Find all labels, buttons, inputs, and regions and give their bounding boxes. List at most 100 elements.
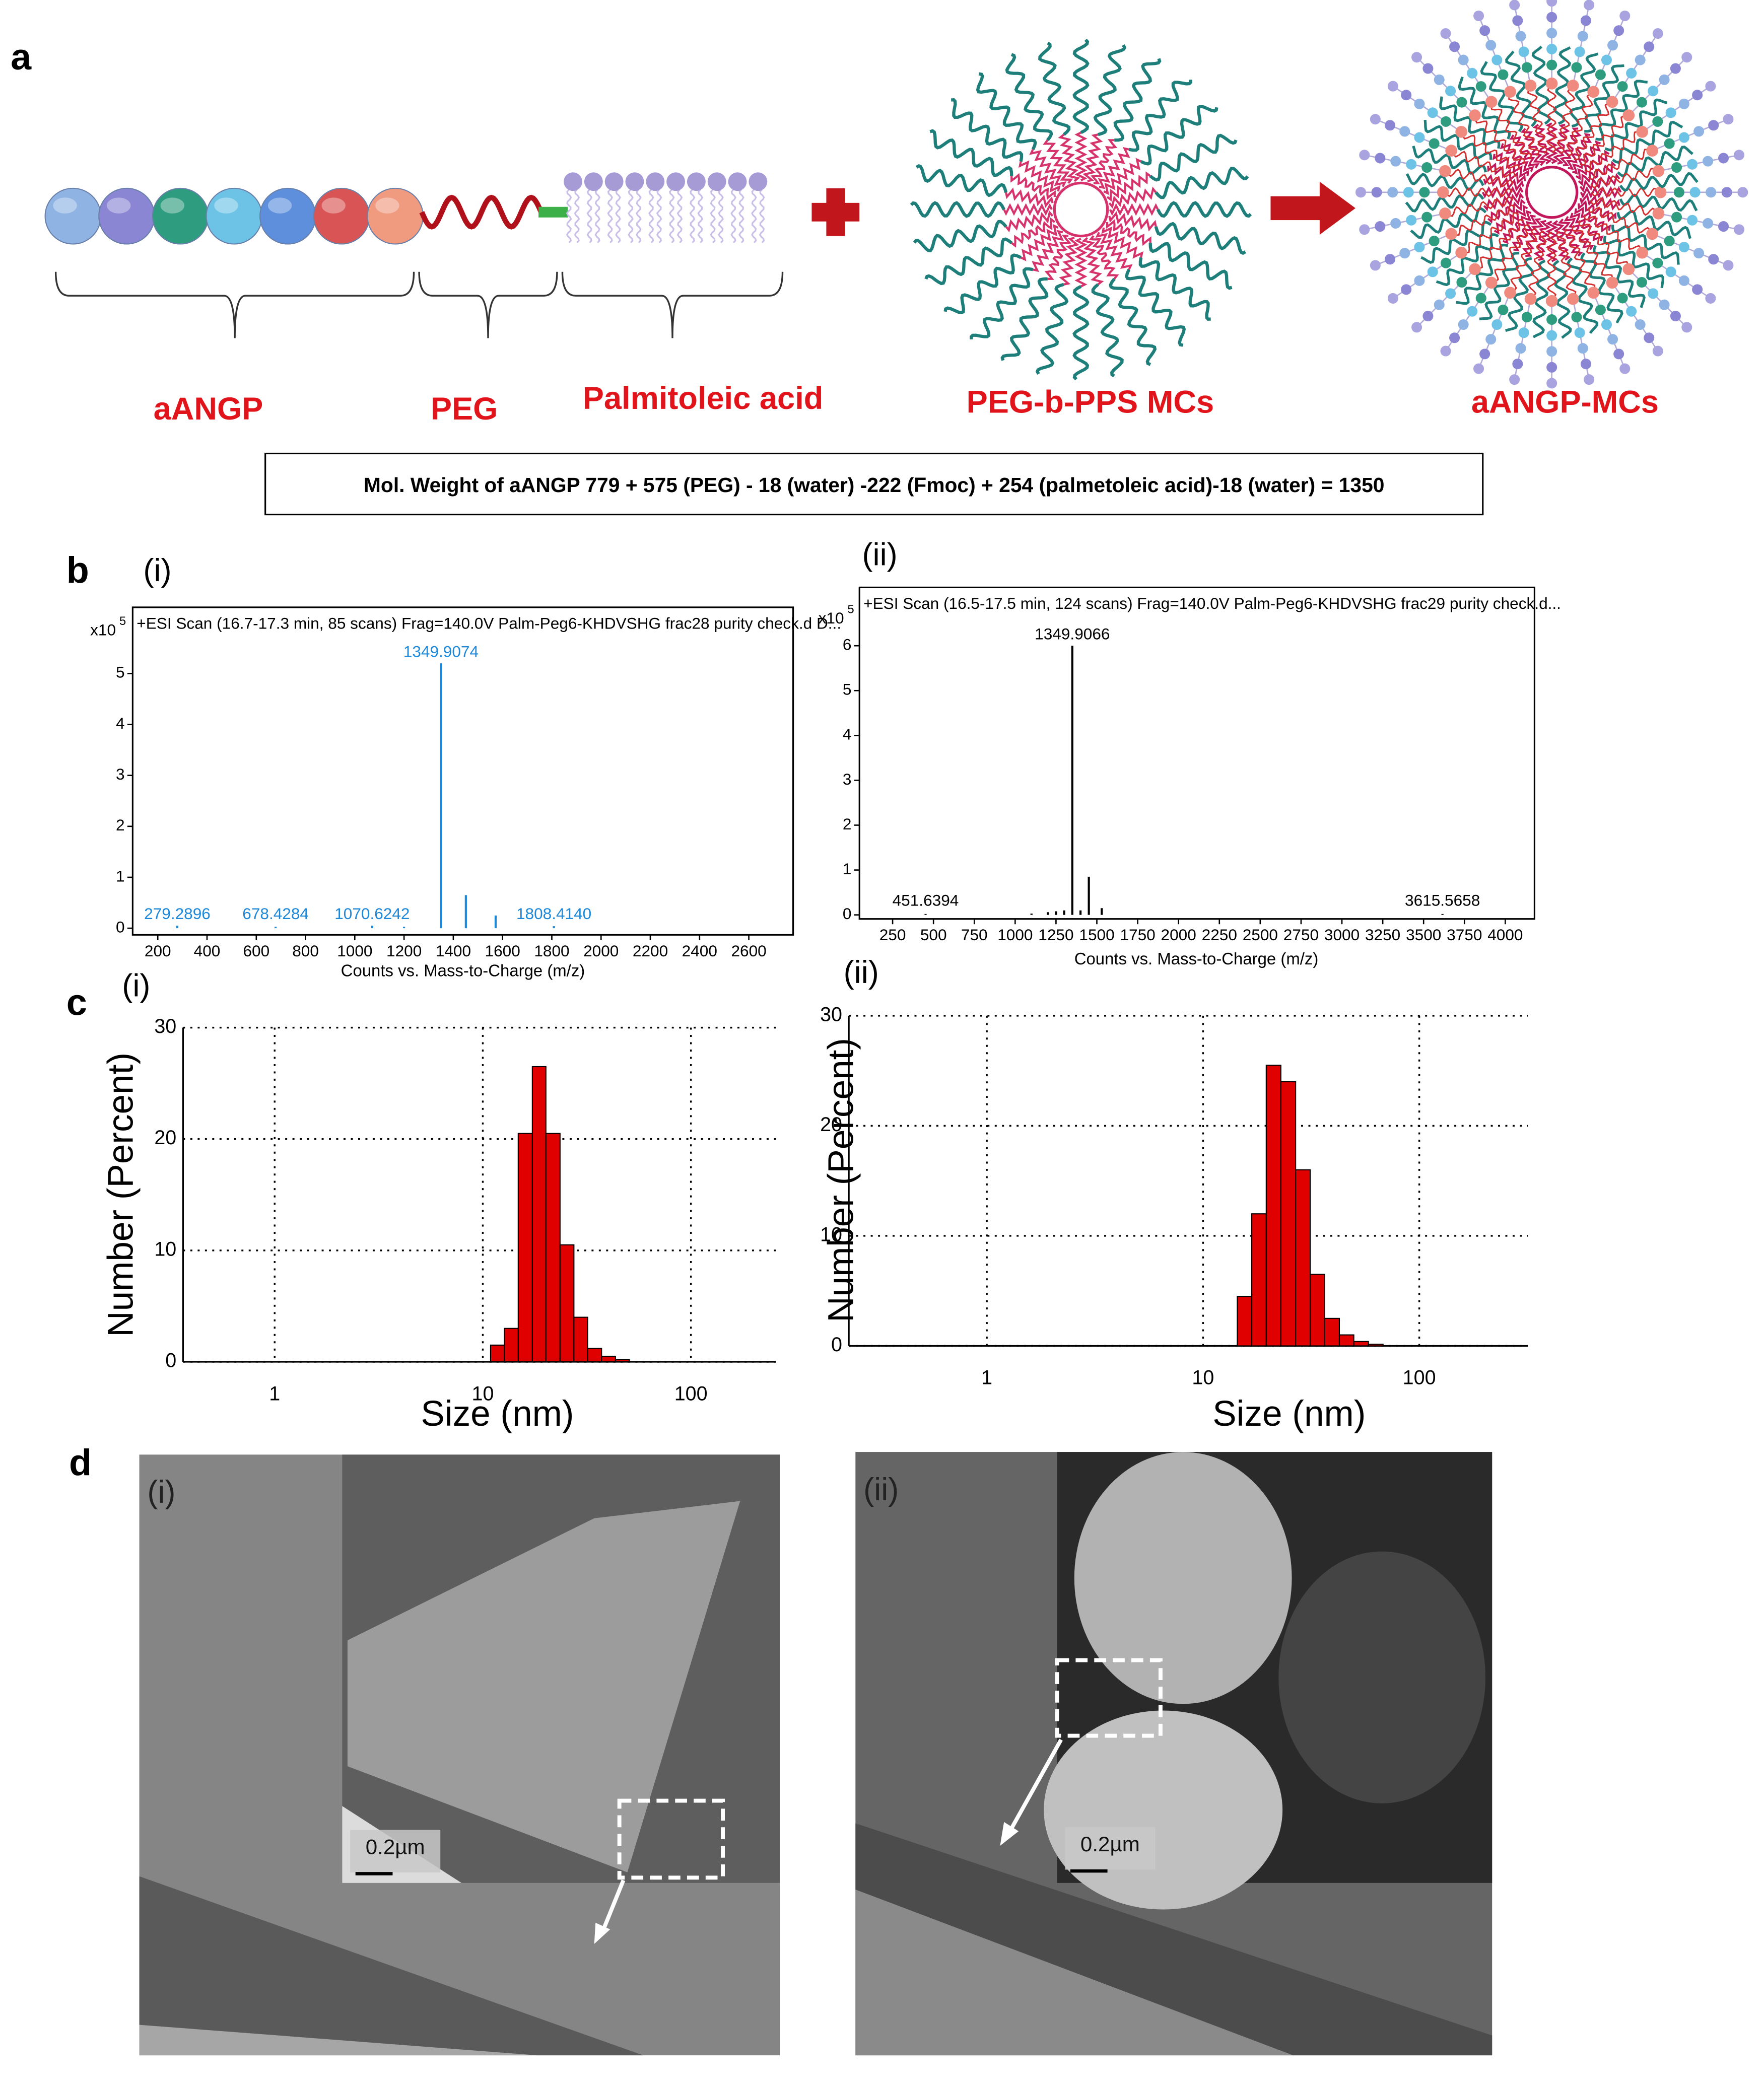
arrow-head — [1319, 181, 1355, 235]
peptide-bead — [1636, 246, 1649, 259]
amino-acid-bead — [44, 187, 102, 245]
peptide-bead — [1440, 345, 1451, 357]
peg-linker — [1574, 103, 1611, 160]
peptide-bead — [1375, 153, 1386, 164]
peptide-bead — [1440, 257, 1452, 268]
x-tick-label: 100 — [1403, 1367, 1436, 1389]
pps-block — [1106, 171, 1151, 202]
lipid-tail — [697, 189, 704, 243]
bead-highlight — [160, 197, 185, 214]
lipid-tail — [594, 189, 601, 243]
pps-block — [1483, 192, 1524, 212]
peg-linker — [1463, 212, 1519, 254]
bead-highlight — [267, 197, 292, 214]
peptide-bead — [1518, 46, 1529, 57]
peptide-bead — [1577, 31, 1588, 42]
y-tick-label: 30 — [820, 1003, 842, 1025]
pps-block — [1020, 224, 1059, 261]
peptide-bead — [1671, 162, 1682, 173]
peptide-bead — [1636, 97, 1647, 108]
peg-block — [929, 129, 1013, 177]
formula: Mol. Weight of aANGP 779 + 575 (PEG) - 1… — [364, 473, 1385, 497]
peg-linker — [1490, 104, 1532, 160]
pps-block — [1018, 160, 1061, 193]
pps-block — [1579, 173, 1620, 193]
bead-highlight — [107, 197, 131, 214]
peptide-bead — [1370, 114, 1381, 125]
lipid-tail — [615, 189, 621, 243]
peptide-bead — [1419, 187, 1430, 198]
peg-linker — [1571, 225, 1613, 281]
peptide-bead — [1571, 62, 1582, 73]
peg-block — [1038, 41, 1071, 136]
peptide-bead — [1546, 346, 1557, 357]
peptide-bead — [1375, 221, 1386, 232]
scale-bar-box — [350, 1830, 441, 1872]
histogram-bar — [1324, 1317, 1340, 1347]
lipid-tail — [586, 189, 593, 243]
peptide-bead — [1469, 109, 1481, 121]
y-multiplier: x10 — [819, 609, 844, 627]
peg-block — [915, 164, 1008, 197]
peptide-bead — [1646, 228, 1658, 240]
peptide-bead — [1705, 81, 1716, 92]
lipid-tail — [668, 189, 675, 243]
x-tick-label: 1000 — [997, 926, 1033, 944]
peg-block — [1005, 53, 1053, 142]
tem-edge — [139, 2025, 537, 2056]
pps-block — [1103, 158, 1142, 195]
peg-block — [913, 220, 1007, 252]
peptide-bead — [1652, 165, 1665, 177]
peptide-bead — [1387, 187, 1398, 198]
x-tick-label: 2200 — [633, 942, 668, 960]
peptide-bead — [1422, 63, 1434, 74]
tem-film — [1044, 1710, 1283, 1910]
peptide-bead — [1509, 0, 1520, 11]
x-axis-label: Size (nm) — [1212, 1394, 1366, 1434]
peptide-bead — [1635, 319, 1646, 330]
peg-block — [1093, 44, 1127, 136]
peptide-bead — [1437, 186, 1449, 198]
peg-linker — [1492, 224, 1530, 282]
chart-title: +ESI Scan (16.7-17.3 min, 85 scans) Frag… — [137, 614, 841, 632]
peptide-bead — [1678, 275, 1689, 286]
pps-block — [1578, 161, 1616, 186]
pps-block — [1074, 238, 1088, 288]
peptide-bead — [1485, 96, 1498, 108]
peptide-bead — [1414, 275, 1425, 286]
pps-block — [1101, 226, 1144, 259]
peg-linker — [1564, 228, 1596, 291]
histogram-bar — [601, 1355, 616, 1363]
peg-linker — [1546, 85, 1557, 154]
histogram-bar — [504, 1328, 519, 1363]
pps-block — [1059, 237, 1079, 286]
y-tick-label: 1 — [843, 860, 852, 878]
y-axis-label: Number (Percent) — [821, 1038, 861, 1322]
peptide-bead — [1456, 276, 1467, 288]
peptide-bead — [1458, 319, 1469, 330]
peg-linker — [1476, 219, 1524, 269]
peptide-bead — [1635, 54, 1646, 65]
pps-block — [1032, 230, 1064, 272]
peg-linker — [1475, 117, 1525, 165]
peptide-bead — [1546, 59, 1557, 71]
peg-block — [1140, 104, 1218, 166]
peptide-bead — [1469, 263, 1481, 275]
brace — [561, 271, 784, 338]
peg-block — [951, 98, 1024, 162]
peak-label: 678.4284 — [242, 904, 309, 923]
pps-block — [1058, 133, 1080, 182]
panel-sublabel: (i) — [122, 968, 150, 1003]
lipid-tail — [710, 189, 716, 243]
peg-linker — [1527, 88, 1548, 154]
lipid-head — [584, 172, 603, 191]
x-tick-label: 750 — [961, 926, 988, 944]
pps-block — [1108, 186, 1157, 209]
peptide-bead — [1670, 311, 1681, 322]
peptide-bead — [1387, 293, 1398, 304]
peg-block — [976, 72, 1037, 151]
x-tick-label: 2000 — [583, 942, 619, 960]
peg-block — [924, 237, 1013, 286]
